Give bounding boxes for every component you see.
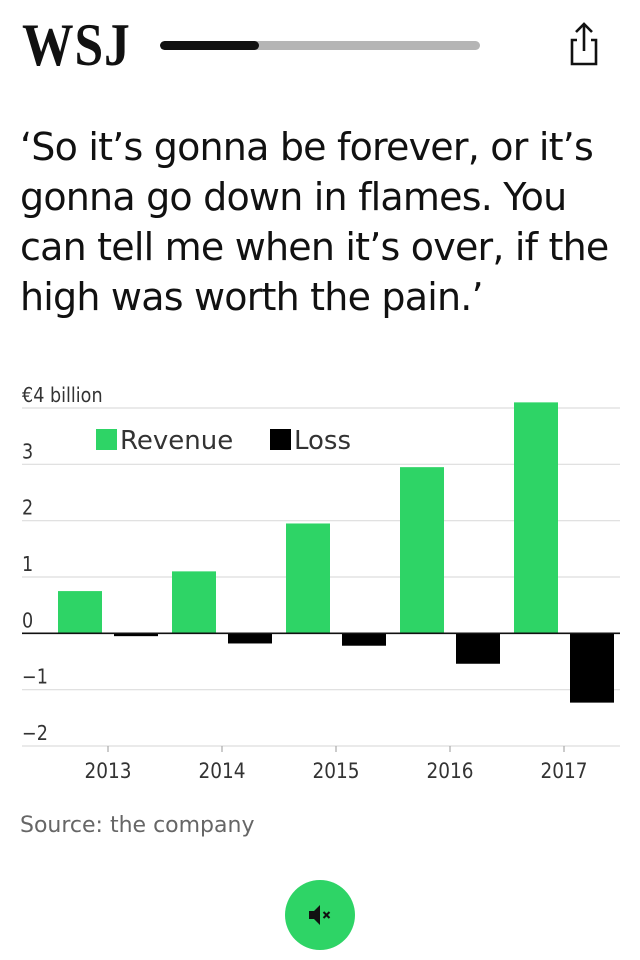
y-tick-label: −1 xyxy=(22,667,48,689)
legend-swatch-loss xyxy=(270,429,291,450)
revenue-bar xyxy=(514,402,558,634)
revenue-bar xyxy=(286,523,330,634)
loss-bar xyxy=(114,633,158,637)
revenue-bar xyxy=(400,467,444,634)
legend-swatch-revenue xyxy=(96,429,117,450)
loss-bar xyxy=(342,633,386,646)
top-bar: WSJ xyxy=(0,0,640,96)
chart-bars xyxy=(58,402,614,703)
y-tick-label: €4 billion xyxy=(22,385,103,407)
legend-label-loss: Loss xyxy=(294,426,351,456)
loss-bar xyxy=(570,633,614,703)
revenue-bar xyxy=(172,571,216,634)
revenue-bar xyxy=(58,591,102,634)
y-tick-label: 3 xyxy=(22,441,33,463)
x-tick-label: 2016 xyxy=(426,759,473,783)
loss-bar xyxy=(456,633,500,664)
share-icon xyxy=(570,22,598,66)
reading-progress-fill xyxy=(160,41,260,50)
y-tick-label: 1 xyxy=(22,554,33,576)
legend-label-revenue: Revenue xyxy=(120,426,233,456)
chart-source-note: Source: the company xyxy=(20,813,255,838)
chart-y-ticks: €4 billion 3 2 1 0 −1 −2 xyxy=(22,385,103,745)
y-tick-label: −2 xyxy=(22,723,48,745)
reading-progress-bar xyxy=(160,41,480,50)
loss-bar xyxy=(228,633,272,644)
pull-quote: ‘So it’s gonna be forever, or it’s gonna… xyxy=(20,125,609,319)
y-tick-label: 0 xyxy=(22,610,33,632)
x-tick-label: 2017 xyxy=(540,759,587,783)
share-button[interactable] xyxy=(562,20,606,68)
speaker-muted-icon xyxy=(309,905,331,925)
mute-button[interactable] xyxy=(285,880,355,950)
chart-x-ticks: 2013 2014 2015 2016 2017 xyxy=(84,746,588,783)
x-tick-label: 2013 xyxy=(84,759,131,783)
x-tick-label: 2014 xyxy=(198,759,245,783)
chart-legend: Revenue Loss xyxy=(96,426,351,456)
y-tick-label: 2 xyxy=(22,498,33,520)
wsj-logo[interactable]: WSJ xyxy=(22,12,131,78)
x-tick-label: 2015 xyxy=(312,759,359,783)
